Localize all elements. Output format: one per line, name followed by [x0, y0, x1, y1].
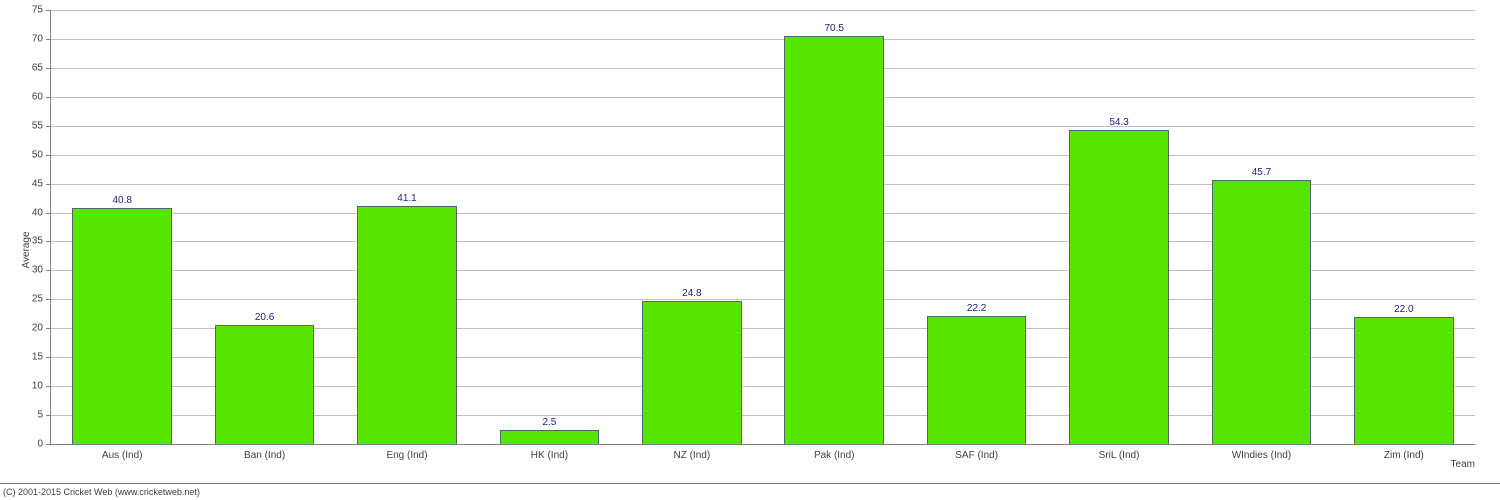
bar	[1212, 180, 1312, 444]
bar-slot: 40.8Aus (Ind)	[51, 10, 193, 444]
bar-slot: 41.1Eng (Ind)	[336, 10, 478, 444]
y-tick-label: 20	[32, 323, 43, 334]
y-axis-title: Average	[21, 231, 32, 268]
bar	[1069, 130, 1169, 444]
plot-area: 051015202530354045505560657075 40.8Aus (…	[50, 10, 1475, 445]
x-tick-label: SriL (Ind)	[1099, 450, 1140, 461]
bar-value-label: 70.5	[825, 23, 844, 34]
x-tick-label: HK (Ind)	[531, 450, 568, 461]
y-tick-label: 5	[37, 410, 43, 421]
x-tick-label: Aus (Ind)	[102, 450, 143, 461]
y-tick-label: 45	[32, 178, 43, 189]
bar-slot: 20.6Ban (Ind)	[193, 10, 335, 444]
y-tick-label: 70	[32, 33, 43, 44]
y-tick-label: 10	[32, 381, 43, 392]
y-tick-label: 15	[32, 352, 43, 363]
bar-value-label: 40.8	[112, 195, 131, 206]
bar	[927, 316, 1027, 444]
bar	[784, 36, 884, 444]
bar-value-label: 20.6	[255, 312, 274, 323]
x-tick-label: Ban (Ind)	[244, 450, 285, 461]
bar-value-label: 45.7	[1252, 167, 1271, 178]
bars-group: 40.8Aus (Ind)20.6Ban (Ind)41.1Eng (Ind)2…	[51, 10, 1475, 444]
bar	[1354, 317, 1454, 444]
y-tick-label: 0	[37, 439, 43, 450]
y-tick-label: 60	[32, 91, 43, 102]
y-tick-label: 50	[32, 149, 43, 160]
x-tick-label: Pak (Ind)	[814, 450, 855, 461]
bar-value-label: 22.0	[1394, 304, 1413, 315]
bar-value-label: 2.5	[542, 417, 556, 428]
bar-value-label: 54.3	[1109, 117, 1128, 128]
y-tick-label: 65	[32, 62, 43, 73]
copyright-text: (C) 2001-2015 Cricket Web (www.cricketwe…	[3, 487, 200, 497]
y-tick-label: 35	[32, 236, 43, 247]
bar	[500, 430, 600, 444]
x-tick-label: SAF (Ind)	[955, 450, 998, 461]
copyright-divider	[0, 483, 1500, 484]
bar	[357, 206, 457, 444]
y-tick-label: 40	[32, 207, 43, 218]
x-tick-label: WIndies (Ind)	[1232, 450, 1291, 461]
y-tick-label: 30	[32, 265, 43, 276]
bar	[642, 301, 742, 445]
bar-value-label: 22.2	[967, 303, 986, 314]
y-tick-label: 25	[32, 294, 43, 305]
bar-slot: 70.5Pak (Ind)	[763, 10, 905, 444]
chart-container: Average 051015202530354045505560657075 4…	[0, 0, 1500, 500]
y-tick-label: 55	[32, 120, 43, 131]
bar-slot: 24.8NZ (Ind)	[621, 10, 763, 444]
x-tick-label: Zim (Ind)	[1384, 450, 1424, 461]
bar-slot: 22.2SAF (Ind)	[905, 10, 1047, 444]
y-tick-label: 75	[32, 5, 43, 16]
y-tickmark	[46, 444, 51, 445]
bar-slot: 22.0Zim (Ind)	[1333, 10, 1475, 444]
bar	[215, 325, 315, 444]
x-tick-label: Eng (Ind)	[386, 450, 427, 461]
bar	[72, 208, 172, 444]
bar-slot: 2.5HK (Ind)	[478, 10, 620, 444]
x-axis-title: Team	[1451, 459, 1475, 470]
bar-value-label: 24.8	[682, 288, 701, 299]
bar-slot: 54.3SriL (Ind)	[1048, 10, 1190, 444]
x-tick-label: NZ (Ind)	[673, 450, 710, 461]
bar-value-label: 41.1	[397, 193, 416, 204]
bar-slot: 45.7WIndies (Ind)	[1190, 10, 1332, 444]
